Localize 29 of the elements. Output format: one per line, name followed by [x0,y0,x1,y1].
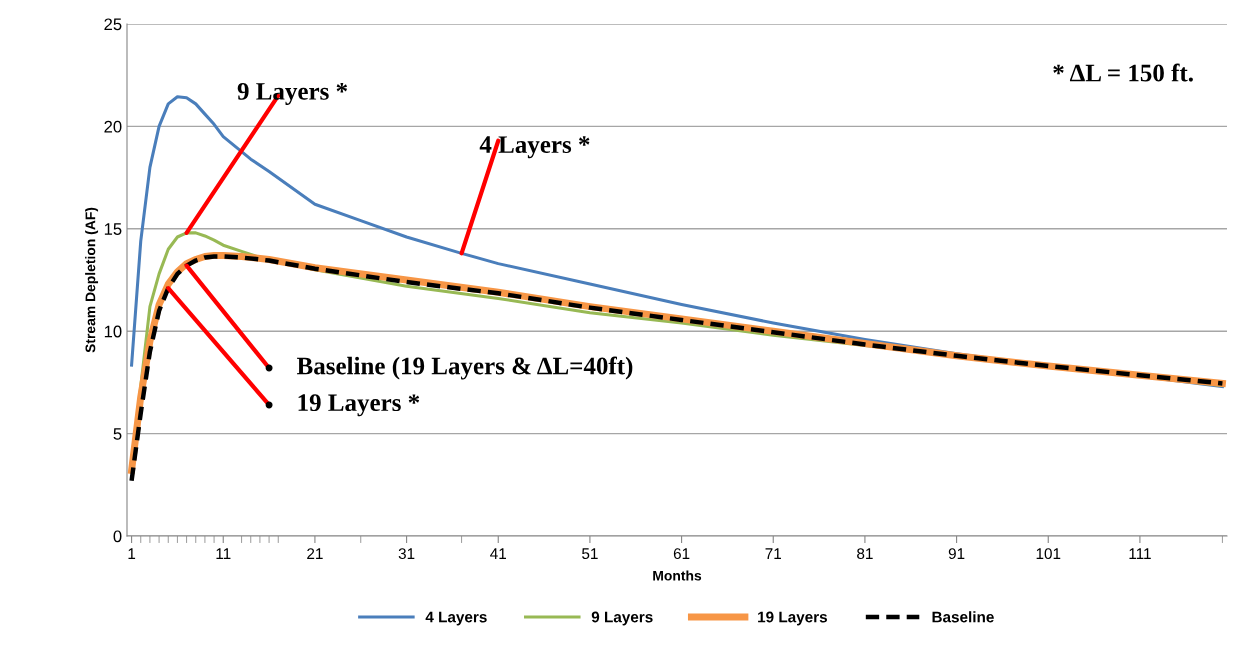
legend-label: 4 Layers [425,611,487,626]
y-tick-label: 20 [104,120,122,133]
y-tick-label: 0 [113,530,122,543]
y-tick-label: 10 [104,325,122,338]
y-tick-label: 25 [104,18,122,31]
y-tick-label: 15 [104,223,122,235]
x-tick-label: 11 [216,548,231,559]
annotation: * ΔL = 150 ft. [1053,63,1193,82]
annotation: 19 Layers * [298,394,420,417]
y-axis-title: Stream Depletion (AF) [85,207,99,353]
annotation: 9 Layers * [237,83,348,105]
x-axis-title: Months [653,570,702,581]
x-tick-label: 71 [765,548,781,559]
legend-label: 9 Layers [591,611,653,626]
x-tick-label: 31 [398,548,415,560]
legend-label: 19 Layers [758,611,827,626]
legend-label: Baseline [932,611,994,623]
x-tick-label: 21 [307,548,323,559]
x-tick-label: 91 [948,548,965,560]
x-tick-label: 111 [1129,548,1151,559]
x-tick-label: 61 [673,548,690,560]
y-tick-label: 5 [113,428,122,440]
x-tick-label: 101 [1036,548,1061,560]
annotation: 4 Layers * [479,136,590,159]
x-tick-label: 51 [582,548,598,560]
x-tick-label: 1 [128,548,136,559]
annotation: Baseline (19 Layers & ΔL=40ft) [297,356,633,380]
x-tick-label: 81 [857,548,873,560]
x-tick-label: 41 [490,548,506,559]
